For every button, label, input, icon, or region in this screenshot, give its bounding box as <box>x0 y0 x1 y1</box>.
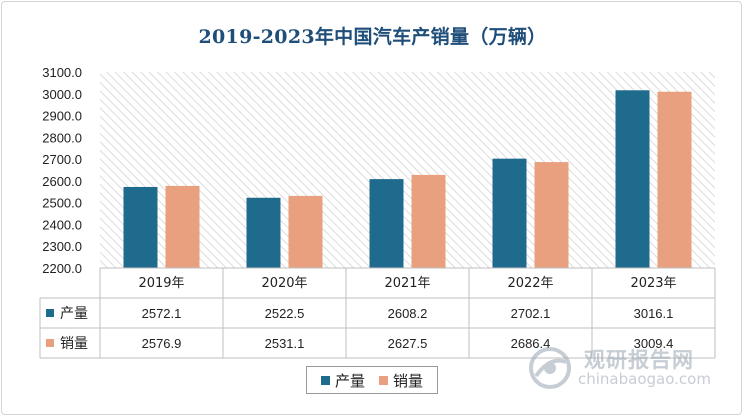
table-cell-value: 2686.4 <box>511 336 551 351</box>
table-cell-value: 2576.9 <box>142 336 182 351</box>
legend-label-sales: 销量 <box>393 371 424 390</box>
y-tick-label: 2300.0 <box>42 239 82 254</box>
legend: 产量 销量 <box>306 366 438 394</box>
y-tick-label: 2200.0 <box>42 261 82 276</box>
table-cell-value: 2522.5 <box>265 306 305 321</box>
watermark-url: chinabaogao.com <box>578 370 711 388</box>
y-tick-label: 2500.0 <box>42 196 82 211</box>
bar-sales <box>165 185 200 268</box>
y-tick-label: 2900.0 <box>42 109 82 124</box>
bar-sales <box>411 174 446 268</box>
table-series-name: 产量 <box>60 306 88 322</box>
bar-production <box>123 186 158 268</box>
table-series-swatch <box>46 309 54 317</box>
legend-swatch-production <box>320 375 330 385</box>
table-series-swatch <box>46 339 54 347</box>
y-tick-label: 2600.0 <box>42 174 82 189</box>
bar-sales <box>288 195 323 268</box>
table-cell-value: 2531.1 <box>265 336 305 351</box>
legend-swatch-sales <box>379 375 388 385</box>
x-category-label: 2021年 <box>384 276 430 291</box>
bar-sales <box>657 91 692 268</box>
bar-production <box>369 179 404 268</box>
table-cell-value: 2572.1 <box>142 306 182 321</box>
y-tick-label: 3000.0 <box>42 87 82 102</box>
x-category-label: 2019年 <box>138 276 184 291</box>
bar-group <box>123 90 692 269</box>
watermark-name: 观研报告网 <box>584 348 694 372</box>
table-cell-value: 2627.5 <box>388 336 428 351</box>
y-axis: 2200.0 2300.0 2400.0 2500.0 2600.0 2700.0 2800… <box>42 65 82 276</box>
x-category-label: 2020年 <box>261 276 307 291</box>
y-tick-label: 2400.0 <box>42 217 82 232</box>
x-category-label: 2023年 <box>630 276 676 291</box>
bar-production <box>246 197 281 268</box>
bar-sales <box>534 162 569 268</box>
y-tick-label: 3100.0 <box>42 65 82 80</box>
chart-title: 2019-2023年中国汽车产销量（万辆） <box>198 26 547 48</box>
legend-item-sales: 销量 <box>379 370 423 391</box>
table-cell-value: 2608.2 <box>388 306 428 321</box>
bar-production <box>615 90 650 269</box>
x-category-label: 2022年 <box>507 276 553 291</box>
watermark: 观研报告网 chinabaogao.com <box>522 344 722 392</box>
table-cell-value: 3016.1 <box>634 306 674 321</box>
bar-production <box>492 158 527 268</box>
watermark-logo-icon <box>529 347 571 389</box>
table-series-name: 销量 <box>60 336 88 352</box>
table-cell-value: 3009.4 <box>634 336 674 351</box>
legend-item-production: 产量 <box>320 370 365 391</box>
plot-area <box>100 72 715 268</box>
table-cell-value: 2702.1 <box>511 306 551 321</box>
legend-label-production: 产量 <box>334 371 365 390</box>
y-tick-label: 2800.0 <box>42 130 82 145</box>
y-tick-label: 2700.0 <box>42 152 82 167</box>
